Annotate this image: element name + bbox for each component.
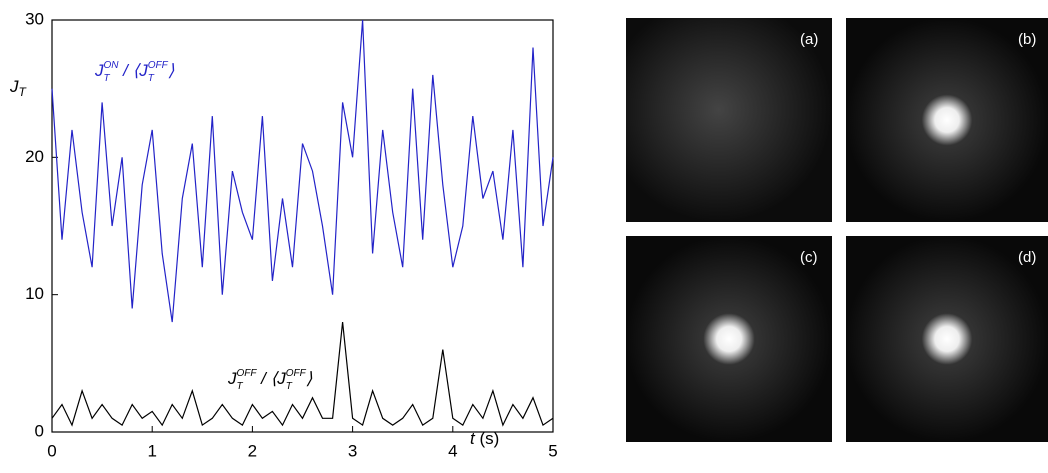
series-label: JTOFF / ⟨JTOFF⟩ bbox=[227, 368, 313, 392]
x-tick-label: 1 bbox=[147, 441, 156, 460]
x-tick-label: 4 bbox=[448, 441, 457, 460]
plot: 0 10 20 30 0 1 2 3 4 5 bbox=[25, 9, 558, 460]
y-tick-label: 20 bbox=[25, 147, 44, 166]
series-line bbox=[51, 322, 554, 427]
x-axis-label: t (s) bbox=[470, 429, 499, 448]
panel-label: (b) bbox=[1018, 31, 1036, 48]
panel-label: (d) bbox=[1018, 249, 1036, 266]
panel-label: (c) bbox=[800, 249, 818, 266]
y-tick-label: 10 bbox=[25, 284, 44, 303]
image-panels: (a) (b) (c) (d) bbox=[626, 18, 1048, 442]
plot-frame bbox=[51, 19, 554, 433]
panel-label: (a) bbox=[800, 31, 818, 48]
image-panel bbox=[626, 18, 832, 222]
x-tick-label: 3 bbox=[348, 441, 357, 460]
series-line bbox=[51, 19, 554, 323]
image-panel bbox=[846, 18, 1048, 222]
y-tick-label: 0 bbox=[35, 421, 44, 440]
x-tick-label: 5 bbox=[548, 441, 557, 460]
image-panel bbox=[846, 236, 1048, 442]
y-tick-label: 30 bbox=[25, 9, 44, 28]
series-label: JTON / ⟨JTOFF⟩ bbox=[94, 60, 175, 84]
image-panel bbox=[626, 236, 832, 442]
x-tick-label: 0 bbox=[47, 441, 56, 460]
x-tick-label: 2 bbox=[248, 441, 257, 460]
y-axis-label: JT bbox=[9, 77, 28, 99]
